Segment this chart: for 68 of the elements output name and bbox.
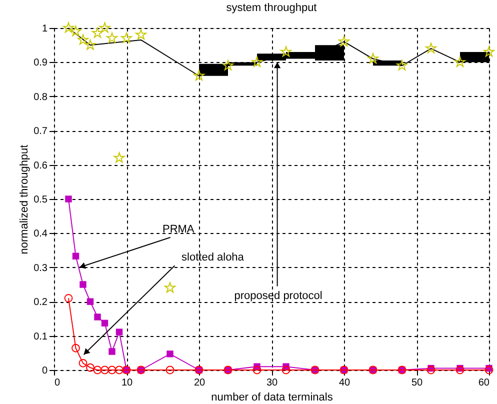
x-tick-label: 10 bbox=[121, 378, 133, 388]
point bbox=[108, 366, 116, 374]
point bbox=[252, 366, 262, 374]
y-tick-label: 0.7 bbox=[34, 126, 48, 138]
point bbox=[484, 366, 494, 374]
point bbox=[164, 282, 176, 293]
point bbox=[136, 29, 146, 40]
annotation: PRMA bbox=[162, 223, 195, 236]
y-tick-label: 0.9 bbox=[34, 58, 48, 69]
point bbox=[72, 252, 80, 260]
x-tick-label: 20 bbox=[194, 378, 206, 388]
y-tick-label: 0.1 bbox=[34, 331, 48, 342]
point bbox=[222, 60, 234, 70]
point bbox=[94, 314, 101, 320]
point bbox=[106, 32, 118, 43]
point bbox=[70, 26, 82, 36]
point bbox=[78, 358, 88, 368]
point bbox=[282, 366, 290, 374]
point bbox=[426, 42, 436, 54]
y-axis-title: normalized throughput bbox=[18, 144, 31, 254]
point bbox=[116, 328, 123, 336]
point bbox=[280, 46, 292, 57]
point bbox=[396, 60, 408, 70]
point bbox=[114, 152, 125, 163]
chart-title: system throughput bbox=[226, 2, 317, 14]
x-tick-label: 40 bbox=[338, 378, 350, 388]
point bbox=[100, 366, 109, 374]
point bbox=[115, 366, 124, 374]
y-tick-label: 0.2 bbox=[34, 297, 48, 308]
point bbox=[166, 366, 174, 374]
point bbox=[99, 22, 110, 33]
point bbox=[456, 366, 464, 374]
point bbox=[368, 53, 378, 64]
point bbox=[101, 320, 108, 326]
point bbox=[338, 36, 350, 46]
annotation: proposed protocol bbox=[234, 290, 322, 302]
annotation: slotted aloha bbox=[182, 252, 245, 264]
x-tick-label: 60 bbox=[478, 378, 490, 388]
point bbox=[121, 32, 132, 43]
point bbox=[63, 22, 74, 33]
point bbox=[93, 366, 102, 374]
y-tick-label: 0.5 bbox=[34, 194, 48, 206]
point bbox=[194, 70, 204, 81]
point bbox=[454, 56, 466, 67]
point bbox=[72, 344, 80, 352]
point bbox=[84, 39, 96, 50]
point bbox=[166, 350, 174, 358]
point bbox=[86, 363, 94, 372]
x-tick-label: 30 bbox=[266, 378, 278, 388]
point bbox=[92, 27, 103, 38]
y-tick-label: 0.4 bbox=[34, 228, 48, 240]
y-tick-label: 1 bbox=[42, 24, 48, 34]
point bbox=[78, 34, 88, 45]
y-tick-label: 0.6 bbox=[34, 160, 48, 172]
x-axis-title: number of data terminals bbox=[211, 392, 334, 404]
point bbox=[426, 366, 436, 374]
y-tick-label: 0 bbox=[42, 366, 48, 376]
point bbox=[108, 348, 116, 355]
y-tick-label: 0.3 bbox=[34, 262, 48, 274]
point bbox=[65, 196, 72, 202]
point bbox=[64, 294, 73, 302]
point bbox=[484, 46, 494, 57]
point bbox=[86, 298, 94, 305]
point bbox=[80, 281, 86, 288]
x-tick-label: 50 bbox=[411, 378, 423, 388]
point bbox=[252, 56, 262, 67]
x-tick-label: 0 bbox=[54, 378, 60, 388]
y-tick-label: 0.8 bbox=[34, 92, 48, 103]
